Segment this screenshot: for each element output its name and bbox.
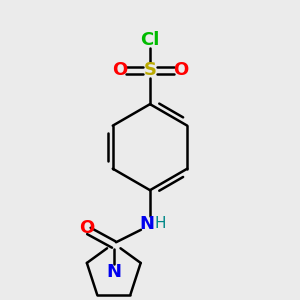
Text: S: S bbox=[143, 61, 157, 79]
Text: Cl: Cl bbox=[140, 31, 160, 49]
Text: O: O bbox=[112, 61, 127, 79]
Text: O: O bbox=[173, 61, 188, 79]
Text: N: N bbox=[139, 215, 154, 233]
Text: O: O bbox=[79, 218, 94, 236]
Text: N: N bbox=[106, 263, 121, 281]
Text: H: H bbox=[154, 215, 166, 230]
